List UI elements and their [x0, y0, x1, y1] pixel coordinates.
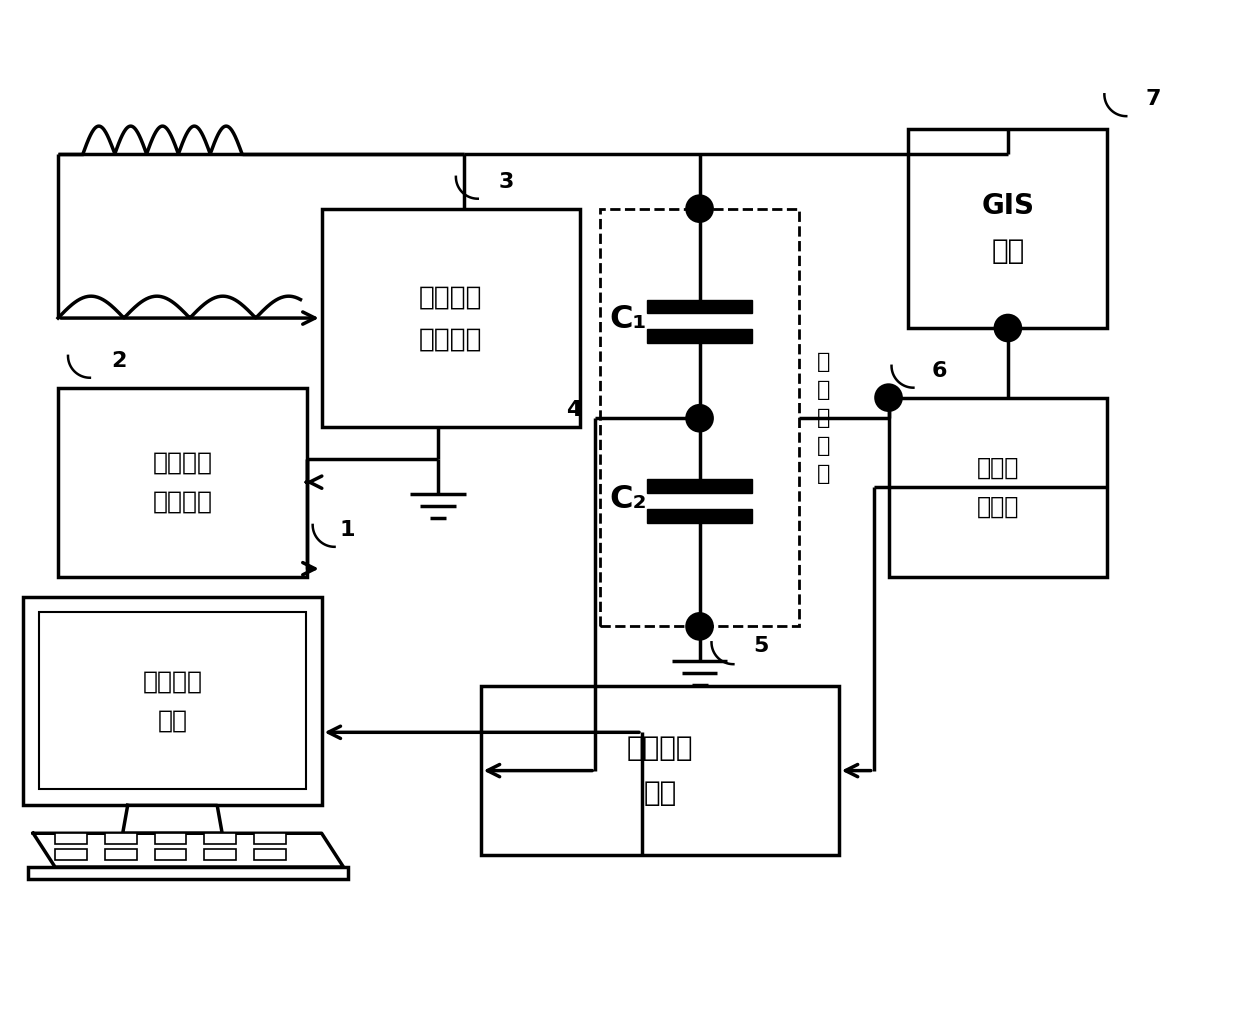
Circle shape [687, 613, 713, 640]
FancyBboxPatch shape [205, 833, 236, 844]
Text: 1: 1 [340, 520, 355, 540]
Polygon shape [123, 805, 222, 833]
FancyBboxPatch shape [105, 833, 136, 844]
Text: 主控显示
装置: 主控显示 装置 [143, 670, 202, 732]
Circle shape [687, 406, 713, 431]
Text: 采集存储
装置: 采集存储 装置 [626, 734, 693, 807]
Text: 4: 4 [565, 401, 582, 420]
Text: 冲击高压
控制单元: 冲击高压 控制单元 [153, 451, 212, 514]
Text: GIS
试品: GIS 试品 [981, 192, 1034, 265]
Polygon shape [647, 509, 751, 523]
FancyBboxPatch shape [55, 833, 87, 844]
Circle shape [687, 196, 713, 222]
Polygon shape [647, 330, 751, 343]
FancyBboxPatch shape [254, 833, 285, 844]
FancyBboxPatch shape [321, 208, 580, 427]
Polygon shape [33, 833, 343, 867]
Text: 电
容
分
压
器: 电 容 分 压 器 [817, 351, 831, 484]
FancyBboxPatch shape [29, 867, 348, 879]
Polygon shape [647, 300, 751, 313]
Circle shape [994, 315, 1021, 341]
FancyBboxPatch shape [58, 387, 306, 576]
FancyBboxPatch shape [105, 849, 136, 861]
FancyBboxPatch shape [205, 849, 236, 861]
FancyBboxPatch shape [481, 686, 838, 855]
Polygon shape [647, 480, 751, 493]
FancyBboxPatch shape [155, 833, 186, 844]
Text: 7: 7 [1146, 89, 1161, 109]
FancyBboxPatch shape [55, 849, 87, 861]
FancyBboxPatch shape [254, 849, 285, 861]
Text: 电流检
测模块: 电流检 测模块 [977, 456, 1019, 519]
FancyBboxPatch shape [889, 397, 1107, 576]
Text: 6: 6 [931, 360, 947, 381]
FancyBboxPatch shape [909, 129, 1107, 328]
Text: 振荡冲击
高压电源: 振荡冲击 高压电源 [419, 284, 482, 352]
FancyBboxPatch shape [40, 612, 306, 790]
Text: C₁: C₁ [609, 304, 646, 335]
Circle shape [875, 385, 901, 411]
FancyBboxPatch shape [600, 208, 799, 626]
FancyBboxPatch shape [24, 597, 321, 805]
Text: 5: 5 [753, 637, 769, 656]
Text: 2: 2 [110, 351, 126, 371]
Text: C₂: C₂ [609, 484, 647, 515]
Text: 3: 3 [498, 172, 515, 192]
FancyBboxPatch shape [155, 849, 186, 861]
